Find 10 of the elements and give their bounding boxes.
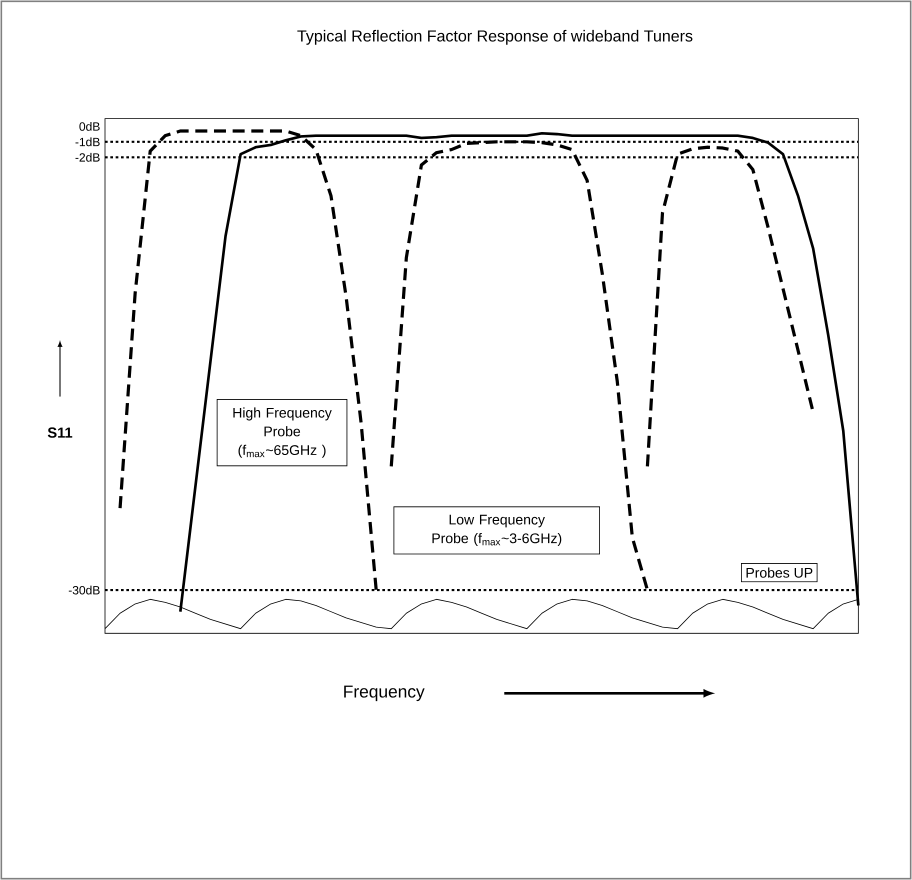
y-axis-title: S11 xyxy=(48,427,72,438)
annotation: Low Frequency Probe (f$_{max}$~3-6GHz) xyxy=(432,514,562,546)
chart-title: Typical Reflection Factor Response of wideband Tuners xyxy=(297,30,692,45)
y-tick-label: -2dB xyxy=(75,152,100,162)
text: High Frequency Probe (f$_{max}$~65GHz ) xyxy=(233,407,332,458)
y-tick-label: -1dB xyxy=(75,137,100,146)
x-axis-title: Frequency xyxy=(344,686,425,702)
y-tick-label: -30dB xyxy=(68,586,100,594)
annotation: Probes UP xyxy=(746,567,812,578)
y-tick-label: 0dB xyxy=(79,122,100,131)
